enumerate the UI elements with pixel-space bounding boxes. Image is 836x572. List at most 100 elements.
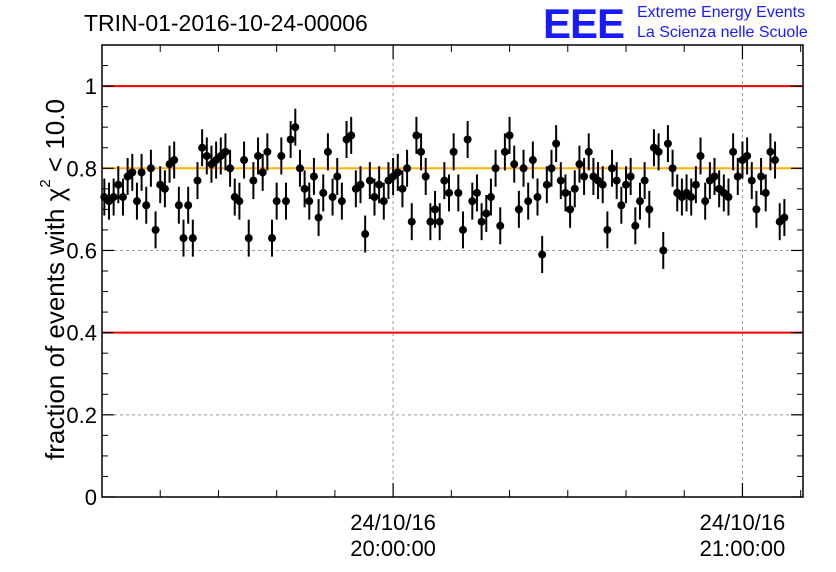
point-marker (566, 205, 575, 214)
data-point (710, 158, 719, 195)
point-marker (431, 205, 440, 214)
data-point (519, 149, 528, 187)
point-marker (361, 230, 370, 239)
data-point (305, 182, 314, 220)
x-tick-label: 20:00:00 (350, 536, 436, 561)
y-tick-label: 0.8 (66, 156, 97, 181)
data-point (333, 158, 342, 195)
point-marker (281, 197, 290, 206)
point-marker (584, 147, 593, 156)
data-point (193, 162, 202, 200)
point-marker (500, 147, 509, 156)
point-marker (622, 180, 631, 189)
point-marker (729, 147, 738, 156)
data-point (235, 182, 244, 220)
data-point (337, 182, 346, 220)
data-point (268, 219, 277, 257)
point-marker (426, 217, 435, 226)
data-point (258, 153, 267, 191)
data-point (449, 133, 458, 171)
data-point (226, 149, 235, 187)
data-point (142, 186, 151, 224)
point-marker (151, 225, 160, 234)
data-point (570, 170, 579, 208)
data-point (146, 149, 155, 187)
data-point (165, 145, 174, 183)
point-marker (468, 197, 477, 206)
y-tick-label: 0.2 (66, 403, 97, 428)
point-marker (268, 234, 277, 243)
data-point (617, 186, 626, 224)
data-point (244, 219, 253, 257)
data-point (608, 149, 617, 187)
point-marker (538, 250, 547, 259)
data-point (528, 141, 537, 179)
point-marker (202, 151, 211, 160)
y-axis-label: fraction of events with χ2 < 10.0 (37, 99, 71, 460)
point-marker (286, 135, 295, 144)
data-point (398, 170, 407, 208)
point-marker (533, 193, 542, 202)
point-marker (542, 180, 551, 189)
data-point (468, 182, 477, 220)
data-point (458, 211, 467, 249)
data-point (426, 203, 435, 241)
data-point (295, 149, 304, 187)
point-marker (463, 135, 472, 144)
data-point (780, 199, 789, 237)
point-marker (333, 172, 342, 181)
data-point (752, 190, 761, 228)
point-marker (780, 213, 789, 222)
data-point (342, 121, 351, 158)
data-point (775, 203, 784, 241)
point-marker (743, 151, 752, 160)
data-point (328, 178, 337, 216)
data-point (500, 133, 509, 171)
y-tick-label: 0.4 (66, 321, 97, 346)
point-marker (393, 168, 402, 177)
x-tick-label: 21:00:00 (700, 536, 786, 561)
point-marker (305, 197, 314, 206)
data-point (654, 133, 663, 171)
data-point (286, 121, 295, 158)
point-marker (659, 246, 668, 255)
point-marker (496, 221, 505, 230)
x-tick-label: 24/10/16 (700, 510, 786, 535)
data-point (533, 178, 542, 216)
point-marker (184, 201, 193, 210)
point-marker (323, 147, 332, 156)
point-marker (291, 123, 300, 132)
data-point (719, 174, 728, 212)
data-point (174, 186, 183, 224)
point-marker (691, 180, 700, 189)
data-point (188, 219, 197, 257)
data-point (547, 149, 556, 187)
point-marker (300, 184, 309, 193)
point-marker (244, 234, 253, 243)
data-point (221, 133, 230, 171)
data-point (729, 133, 738, 171)
data-point (743, 137, 752, 175)
point-marker (766, 147, 775, 156)
data-point (640, 162, 649, 200)
point-marker (598, 180, 607, 189)
y-tick-label: 0.6 (66, 238, 97, 263)
point-marker (435, 217, 444, 226)
data-point (123, 158, 132, 195)
y-tick-label: 1 (85, 74, 97, 99)
data-point (677, 178, 686, 216)
data-point (622, 166, 631, 204)
point-marker (556, 176, 565, 185)
point-marker (449, 147, 458, 156)
data-point (491, 149, 500, 187)
data-point (598, 166, 607, 204)
y-axis-label-symbol: χ (40, 187, 70, 202)
data-point (645, 190, 654, 228)
point-marker (458, 225, 467, 234)
data-point (156, 166, 165, 204)
point-marker (724, 193, 733, 202)
point-marker (472, 188, 481, 197)
point-marker (528, 156, 537, 165)
data-point (114, 166, 123, 204)
point-marker (757, 172, 766, 181)
